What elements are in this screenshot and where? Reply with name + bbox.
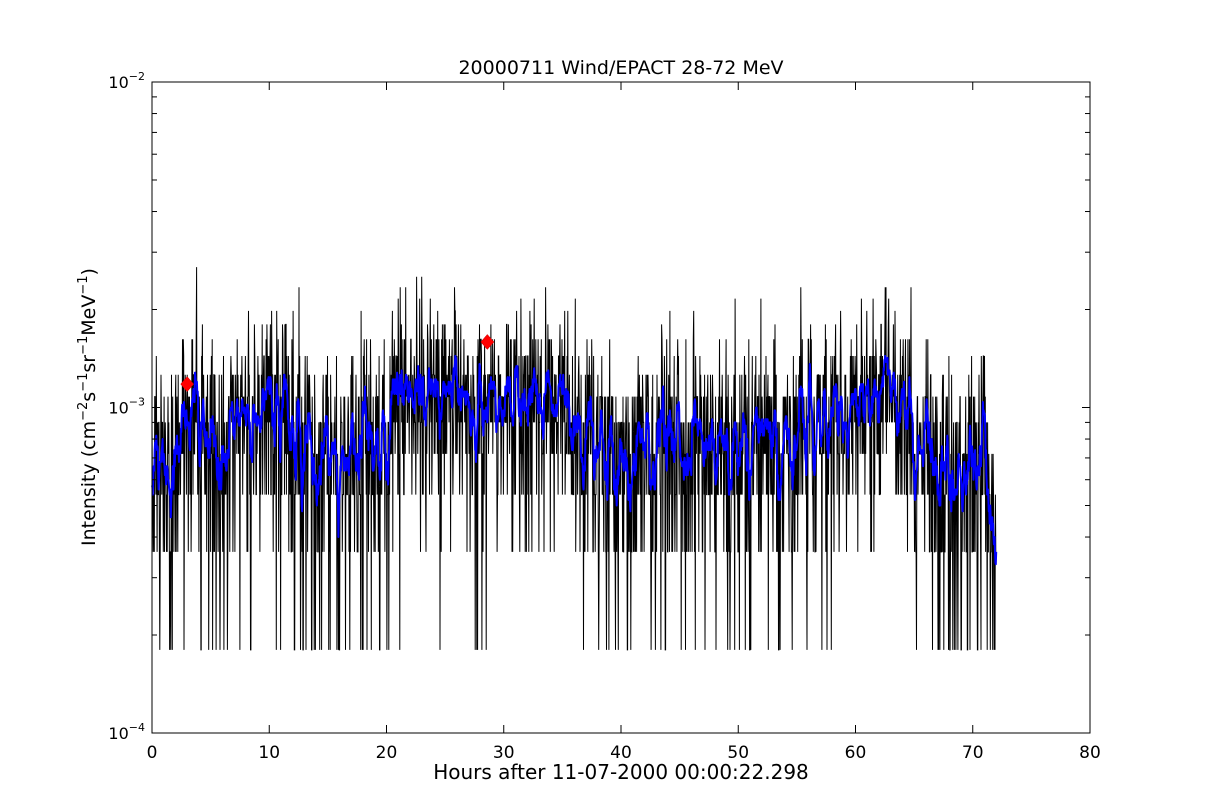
x-tick-label: 0 [147,743,158,763]
x-tick-label: 20 [376,743,398,763]
axis-ticks [151,81,1091,734]
chart-title: 20000711 Wind/EPACT 28-72 MeV [458,57,783,79]
x-tick-label: 30 [493,743,515,763]
y-tick-label: 10−4 [108,721,145,743]
x-tick-label: 70 [962,743,984,763]
axis-frame [151,81,1091,734]
x-tick-label: 80 [1079,743,1101,763]
event-marker [480,334,495,350]
y-tick-label: 10−2 [108,70,145,92]
x-axis-label: Hours after 11-07-2000 00:00:22.298 [433,760,809,784]
event-marker [180,376,195,392]
smoothed-series [151,355,998,566]
x-tick-label: 60 [845,743,867,763]
y-axis-label: Intensity (cm−2s−1sr−1MeV−1) [76,268,100,546]
x-tick-label: 10 [258,743,280,763]
x-tick-label: 40 [610,743,632,763]
tick-labels: 0 10 20 30 40 50 60 70 80 10−2 10−3 10−4 [108,70,1100,763]
smoothed-series-line [151,355,998,566]
event-markers [180,334,495,392]
x-tick-label: 50 [727,743,749,763]
y-tick-label: 10−3 [108,396,145,418]
